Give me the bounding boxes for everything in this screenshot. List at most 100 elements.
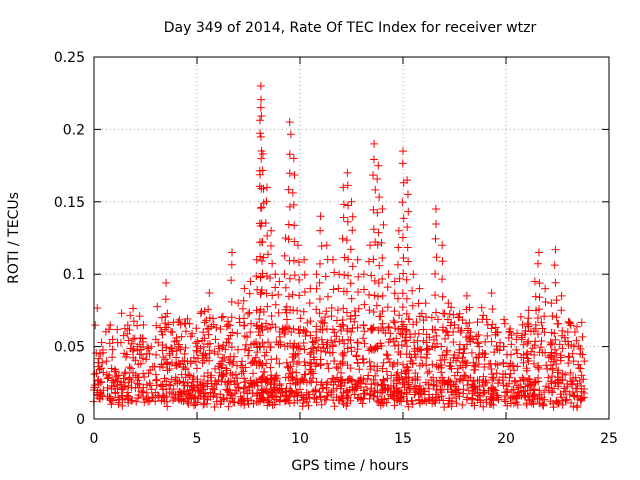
background-point (495, 346, 504, 355)
spike-point (312, 322, 321, 331)
background-point (165, 351, 174, 360)
background-point (212, 380, 221, 389)
spike-point (576, 364, 585, 373)
background-point (98, 358, 107, 367)
background-point (142, 388, 151, 397)
spike-point (371, 185, 380, 194)
background-point (382, 350, 391, 359)
spike-point (546, 361, 555, 370)
spike-point (317, 242, 326, 251)
spike-point (267, 392, 276, 401)
background-point (546, 351, 555, 360)
spike-point (414, 329, 423, 338)
spike-point (210, 379, 219, 388)
background-point (444, 399, 453, 408)
background-point (522, 364, 531, 373)
data-point (174, 342, 183, 351)
background-point (537, 318, 546, 327)
spike-point (569, 374, 578, 383)
spike-point (161, 312, 170, 321)
background-point (561, 396, 570, 405)
x-tick-label: 15 (394, 431, 412, 447)
spike-point (439, 396, 448, 405)
background-point (455, 345, 464, 354)
spike-point (233, 329, 242, 338)
spike-point (306, 348, 315, 357)
spike-point (162, 392, 171, 401)
spike-point (317, 378, 326, 387)
spike-point (552, 313, 561, 322)
spike-point (444, 377, 453, 386)
background-point (432, 385, 441, 394)
spike-point (211, 364, 220, 373)
background-point (101, 327, 110, 336)
background-point (267, 374, 276, 383)
spike-point (263, 393, 272, 402)
spike-point (186, 391, 195, 400)
spike-point (299, 377, 308, 386)
data-point (409, 270, 418, 279)
background-point (173, 394, 182, 403)
spike-point (193, 377, 202, 386)
spike-point (487, 395, 496, 404)
spike-point (373, 362, 382, 371)
spike-point (299, 339, 308, 348)
spike-point (375, 312, 384, 321)
spike-point (542, 382, 551, 391)
spike-point (445, 394, 454, 403)
background-point (197, 307, 206, 316)
background-point (456, 374, 465, 383)
spike-point (252, 306, 261, 315)
background-point (376, 398, 385, 407)
spike-point (552, 296, 561, 305)
spike-point (422, 346, 431, 355)
spike-point (224, 356, 233, 365)
spike-point (534, 259, 543, 268)
spike-point (374, 228, 383, 237)
spike-point (385, 358, 394, 367)
background-point (446, 358, 455, 367)
spike-point (294, 258, 303, 267)
data-point (576, 349, 585, 358)
data-point (569, 342, 578, 351)
spike-point (399, 214, 408, 223)
spike-point (487, 337, 496, 346)
background-point (559, 387, 568, 396)
spike-point (180, 381, 189, 390)
spike-point (240, 345, 249, 354)
spike-point (252, 360, 261, 369)
background-point (152, 321, 161, 330)
spike-point (266, 363, 275, 372)
background-point (449, 310, 458, 319)
spike-point (290, 221, 299, 230)
background-point (492, 369, 501, 378)
background-point (329, 380, 338, 389)
background-point (327, 336, 336, 345)
background-point (167, 389, 176, 398)
background-point (270, 400, 279, 409)
background-point (438, 351, 447, 360)
background-point (138, 388, 147, 397)
background-point (539, 401, 548, 410)
background-point (308, 374, 317, 383)
y-tick-label: 0 (76, 412, 85, 428)
spike-point (373, 240, 382, 249)
background-point (344, 335, 353, 344)
background-point (295, 329, 304, 338)
spike-point (346, 312, 355, 321)
background-point (91, 321, 100, 330)
background-point (330, 337, 339, 346)
background-point (388, 392, 397, 401)
spike-point (312, 395, 321, 404)
background-point (455, 309, 464, 318)
spike-point (422, 330, 431, 339)
background-point (332, 363, 341, 372)
data-point (322, 241, 331, 250)
background-point (364, 371, 373, 380)
background-point (352, 384, 361, 393)
spike-point (369, 255, 378, 264)
data-point (312, 270, 321, 279)
spike-point (290, 237, 299, 246)
spike-point (480, 363, 489, 372)
data-point (199, 328, 208, 337)
